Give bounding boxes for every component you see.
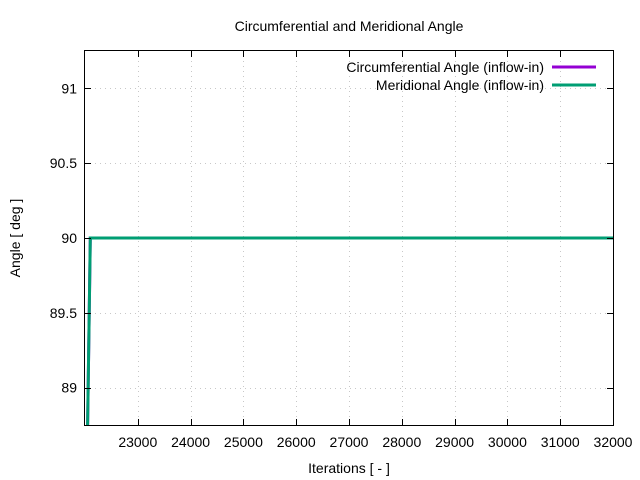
x-tick-label: 23000 [118,434,157,450]
x-tick-label: 28000 [382,434,421,450]
y-tick-label: 91 [61,80,77,96]
y-tick-label: 90.5 [50,155,77,171]
legend-label-2: Meridional Angle (inflow-in) [376,77,544,93]
y-tick-label: 89.5 [50,305,77,321]
x-axis-label: Iterations [ - ] [308,460,390,476]
y-tick-label: 89 [61,380,77,396]
y-axis-label: Angle [ deg ] [7,199,23,278]
x-tick-label: 31000 [541,434,580,450]
x-tick-label: 25000 [224,434,263,450]
x-tick-label: 24000 [171,434,210,450]
x-tick-label: 32000 [594,434,633,450]
plot-frame [84,50,614,426]
x-tick-label: 27000 [330,434,369,450]
series-group [86,236,613,426]
chart-title: Circumferential and Meridional Angle [235,18,464,34]
x-tick-label: 29000 [435,434,474,450]
y-tick-label: 90 [61,230,77,246]
legend-label-1: Circumferential Angle (inflow-in) [346,59,544,75]
x-tick-label: 30000 [488,434,527,450]
ticks: 23000 24000 25000 26000 27000 28000 29000 30000… [50,51,633,450]
x-tick-label: 26000 [277,434,316,450]
legend: Circumferential Angle (inflow-in) Meridio… [346,59,596,93]
series-line-1 [86,236,613,426]
series-line-2 [86,236,613,426]
